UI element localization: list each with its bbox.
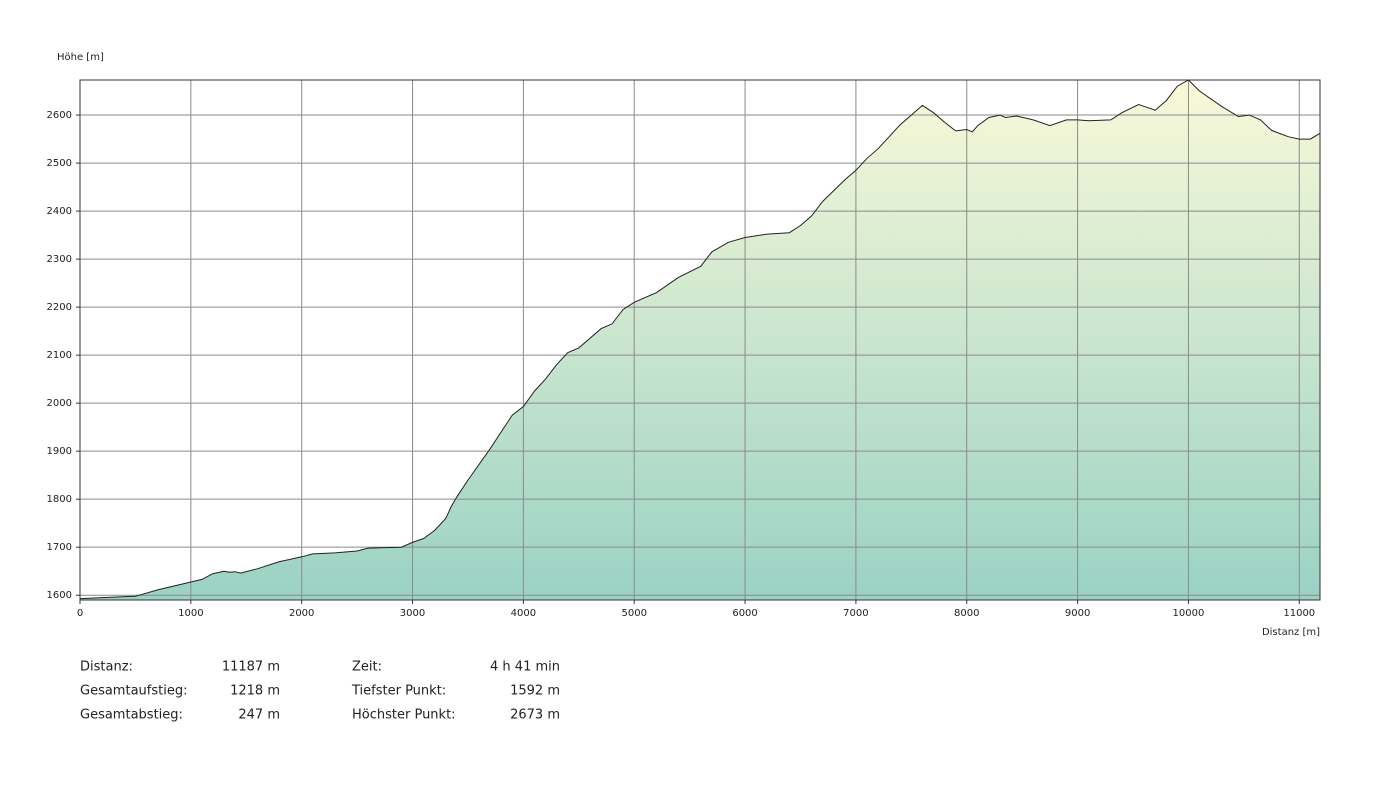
- stat-label: Gesamtabstieg:: [80, 708, 183, 723]
- x-tick-label: 0: [77, 608, 83, 619]
- y-tick-label: 2100: [47, 350, 72, 361]
- y-axis-label: Höhe [m]: [57, 52, 104, 63]
- y-tick-label: 1900: [47, 446, 72, 457]
- x-tick-label: 4000: [511, 608, 536, 619]
- x-tick-label: 8000: [954, 608, 979, 619]
- stat-value: 11187 m: [222, 660, 280, 675]
- stat-value: 1218 m: [230, 684, 280, 699]
- stat-label: Zeit:: [352, 660, 382, 675]
- y-tick-label: 2000: [47, 398, 72, 409]
- plot: 1600 1700 1800 1900 2000 2100 2200 2300 2400 2500…: [47, 79, 1321, 619]
- stat-label: Distanz:: [80, 660, 133, 675]
- area-fill: [80, 80, 1320, 600]
- x-tick-label: 10000: [1173, 608, 1205, 619]
- stat-value: 247 m: [238, 708, 280, 723]
- stat-value: 1592 m: [510, 684, 560, 699]
- x-tick-label: 9000: [1065, 608, 1090, 619]
- profile-line: [79, 79, 1321, 600]
- y-tick-label: 2500: [47, 158, 72, 169]
- stat-label: Tiefster Punkt:: [351, 684, 446, 699]
- x-tick-label: 6000: [732, 608, 757, 619]
- y-tick-label: 2200: [47, 302, 72, 313]
- summary: Distanz: 11187 m Gesamtaufstieg: 1218 m Gesa…: [80, 660, 560, 723]
- stat-value: 4 h 41 min: [490, 660, 560, 675]
- x-tick-label: 7000: [843, 608, 868, 619]
- stat-label: Höchster Punkt:: [352, 708, 456, 723]
- y-tick-label: 2600: [47, 110, 72, 121]
- x-tick-label: 2000: [289, 608, 314, 619]
- stat-value: 2673 m: [510, 708, 560, 723]
- plot-frame: [79, 79, 1321, 601]
- x-tick-label: 11000: [1283, 608, 1315, 619]
- stat-label: Gesamtaufstieg:: [80, 684, 187, 699]
- y-tick-label: 1800: [47, 494, 72, 505]
- x-axis-label: Distanz [m]: [1262, 627, 1320, 638]
- y-tick-label: 1700: [47, 542, 72, 553]
- y-tick-label: 2400: [47, 206, 72, 217]
- y-tick-label: 2300: [47, 254, 72, 265]
- x-tick-label: 5000: [621, 608, 646, 619]
- x-tick-label: 3000: [400, 608, 425, 619]
- x-tick-label: 1000: [178, 608, 203, 619]
- y-tick-label: 1600: [47, 590, 72, 601]
